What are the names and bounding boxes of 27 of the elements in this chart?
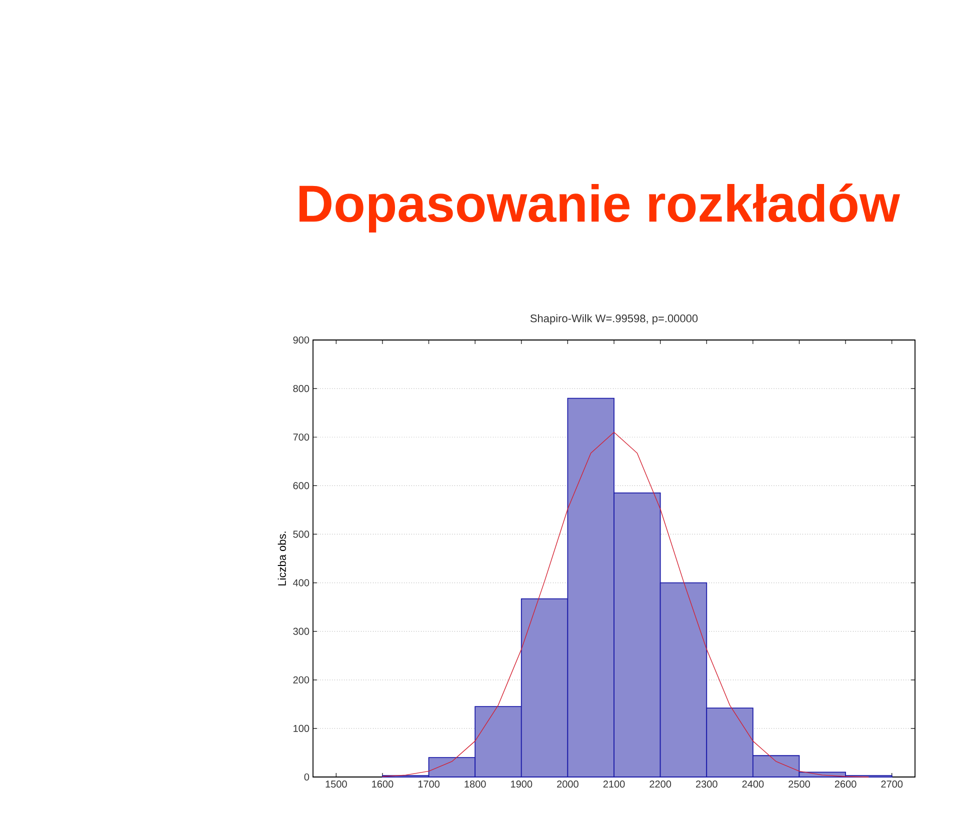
x-tick-label: 1800 (464, 780, 486, 788)
y-tick-label: 600 (293, 482, 310, 490)
x-tick-label: 2300 (696, 780, 718, 788)
x-tick-label: 2200 (650, 780, 672, 788)
y-tick-label: 900 (293, 336, 310, 344)
x-tick-label: 2700 (881, 780, 903, 788)
x-tick-label: 2400 (742, 780, 764, 788)
y-tick-label: 300 (293, 628, 310, 635)
line-series (382, 432, 870, 778)
x-tick-label: 2100 (603, 780, 625, 788)
y-tick-label: 0 (304, 773, 310, 781)
x-tick-label: 1500 (326, 780, 347, 788)
y-tick-label: 800 (293, 385, 310, 392)
x-tick-label: 2600 (834, 780, 856, 788)
y-axis-title: Liczba obs. (278, 532, 286, 586)
x-tick-label: 1900 (511, 780, 532, 788)
y-tick-label: 100 (294, 724, 310, 732)
chart-subtitle: Shapiro-Wilk W=.99598, p=.00000 (530, 314, 698, 324)
x-tick-label: 1600 (372, 780, 394, 788)
x-tick-label: 2500 (788, 780, 810, 788)
chart-title: Dopasowanie rozkładów (300, 184, 900, 232)
y-tick-label: 400 (293, 579, 310, 586)
x-tick-label: 1700 (418, 780, 440, 788)
y-tick-label: 500 (293, 530, 310, 538)
x-tick-label: 2000 (557, 780, 578, 788)
y-tick-label: 200 (293, 676, 310, 684)
y-tick-label: 700 (293, 434, 310, 441)
